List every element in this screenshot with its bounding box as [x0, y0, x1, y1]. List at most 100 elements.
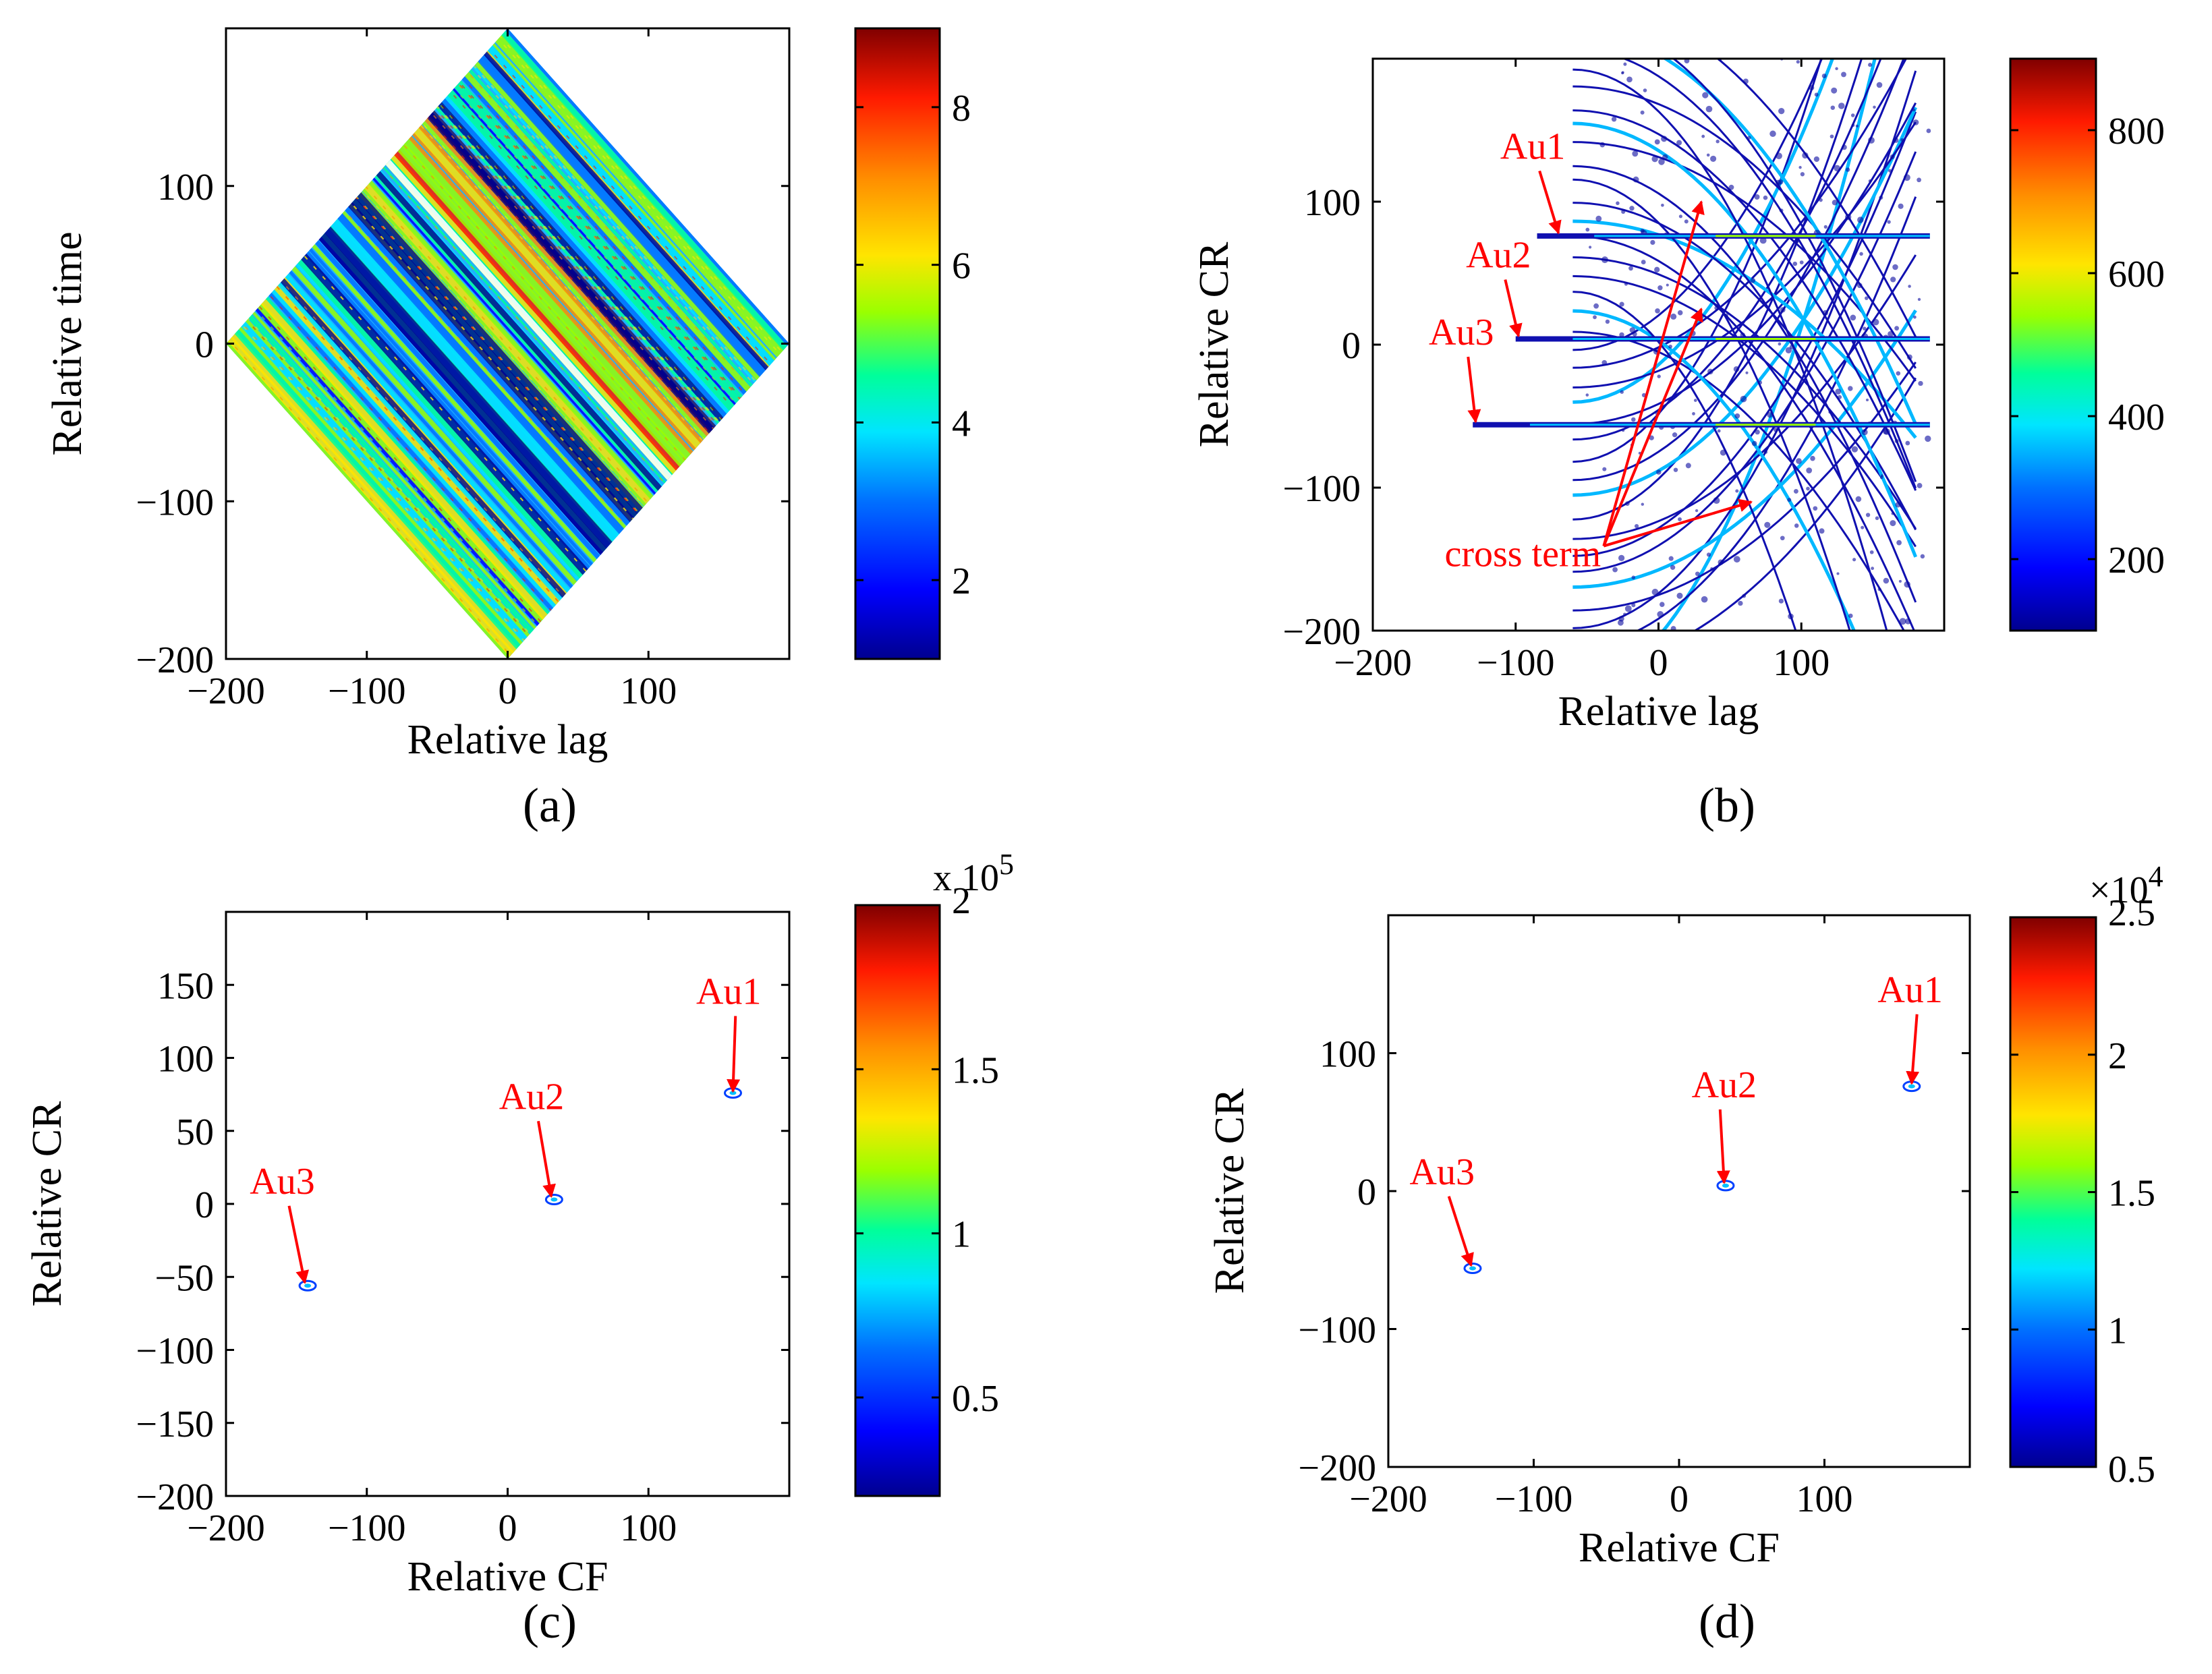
y-tick-label: −200 [1282, 611, 1361, 653]
colorbar-tick-label: 1.5 [2108, 1173, 2155, 1215]
annotation-arrow [1447, 1196, 1474, 1267]
y-tick-label: −100 [1298, 1310, 1376, 1352]
colorbar-multiplier: x 105 [933, 848, 1014, 899]
contour-speck [1861, 525, 1865, 529]
y-axis-title: Relative time [45, 231, 90, 455]
colorbar-multiplier: ×104 [2089, 860, 2163, 911]
diamond-stripe [226, 28, 789, 659]
contour-speck [1883, 428, 1890, 435]
contour-speck [1666, 283, 1669, 287]
contour-speck [1880, 474, 1883, 478]
colorbar-tick-label: 1 [2108, 1310, 2127, 1352]
diamond-stripe [226, 28, 789, 659]
contour-speck [1859, 252, 1863, 256]
contour-speck [1896, 371, 1901, 376]
plot-content [1473, 59, 1931, 631]
contour-speck [1893, 138, 1899, 143]
contour-speck [1624, 501, 1630, 507]
diamond-stripe [226, 28, 789, 659]
annotation-arrow [1602, 200, 1705, 547]
diamond-stripe [226, 28, 789, 659]
contour-speck [1845, 167, 1850, 172]
diamond-gap-stripe [226, 28, 789, 659]
contour-speck [1835, 388, 1842, 395]
y-tick-label: 50 [176, 1112, 214, 1153]
contour-speck [1670, 313, 1677, 320]
contour-speck [1890, 154, 1895, 160]
colorbar-tick-label: 4 [952, 403, 971, 444]
annotation-label: Au1 [1500, 125, 1565, 167]
diamond-stripe [226, 28, 789, 659]
contour-speck [1828, 410, 1832, 414]
contour-speck [1871, 567, 1875, 571]
contour-speck [1717, 429, 1721, 433]
contour-speck [1620, 390, 1624, 394]
contour-speck [1774, 428, 1778, 432]
contour-speck [1718, 559, 1724, 565]
diamond-stripe [226, 28, 789, 659]
colorbar-tick-label: 400 [2108, 397, 2165, 438]
diamond-stripe [226, 28, 789, 659]
x-tick-label: −200 [1349, 1478, 1427, 1520]
contour-speck [1640, 110, 1645, 115]
y-axis-title: Relative CR [24, 1101, 70, 1306]
contour-speck [1899, 618, 1906, 625]
diamond-stripe [226, 28, 789, 659]
contour-speck [1685, 463, 1691, 469]
x-tick-label: −100 [328, 1507, 406, 1549]
annotation-au1: Au1 [1500, 125, 1565, 235]
colorbar-tick-label: 0.5 [2108, 1449, 2155, 1491]
diamond-dark-stripe [226, 28, 789, 659]
contour-speck [1656, 469, 1662, 475]
contour-speck [1876, 82, 1883, 88]
contour-speck [1750, 278, 1756, 283]
plot-background [226, 912, 789, 1496]
contour-speck [1657, 610, 1664, 618]
contour-speck [1800, 172, 1805, 177]
contour-speck [1810, 455, 1815, 461]
contour-speck [1813, 156, 1820, 163]
contour-curve [1572, 309, 1856, 631]
contour-speck [1894, 326, 1900, 331]
data-point-core [304, 1283, 312, 1288]
diamond-stripe [226, 28, 789, 659]
contour-speck [1776, 152, 1782, 160]
contour-speck [1601, 256, 1608, 264]
contour-curve [1572, 165, 1917, 603]
panel-c: −200 −100 0 100 −200 −150 −100 −50 0 50 100 150 Rela… [24, 848, 1014, 1648]
contour-speck [1619, 332, 1624, 338]
colorbar-b: 200 400 600 800 [2009, 57, 2165, 632]
contour-speck [1747, 136, 1751, 140]
y-tick-label: −50 [154, 1257, 214, 1299]
y-axis-title: Relative CR [1191, 241, 1237, 447]
contour-speck [1693, 399, 1697, 402]
contour-speck [1710, 567, 1713, 571]
contour-speck [1684, 219, 1689, 224]
annotation-arrow [1716, 1109, 1730, 1184]
contour-speck [1585, 393, 1589, 397]
annotation-arrow [1602, 308, 1703, 547]
contour-speck [1891, 512, 1894, 515]
diamond-stripe [226, 28, 789, 659]
y-tick-label: 0 [1342, 325, 1361, 367]
colorbar-tick-label: 2.5 [2108, 892, 2155, 934]
plot-area-b: −200 −100 0 100 −200 −100 0 100 Relative lag Rela… [1191, 57, 1946, 734]
contour-speck [1841, 71, 1846, 78]
contour-speck [1900, 138, 1904, 142]
x-tick-label: 100 [1773, 642, 1830, 684]
contour-speck [1780, 536, 1785, 541]
contour-speck [1701, 596, 1708, 603]
contour-speck [1633, 176, 1639, 183]
contour-speck [1787, 498, 1792, 502]
contour-speck [1918, 380, 1923, 386]
plot-area-d: −200 −100 0 100 −200 −100 0 100 Relative CF Relat… [1207, 914, 1971, 1571]
x-tick-label: −100 [1495, 1478, 1573, 1520]
contour-speck [1617, 619, 1624, 626]
contour-speck [1728, 184, 1734, 190]
contour-speck [1806, 486, 1810, 491]
contour-speck [1643, 88, 1647, 92]
annotation-au1: Au1 [696, 971, 761, 1093]
contour-speck [1865, 513, 1871, 517]
diamond-dark-stripe [226, 28, 789, 659]
